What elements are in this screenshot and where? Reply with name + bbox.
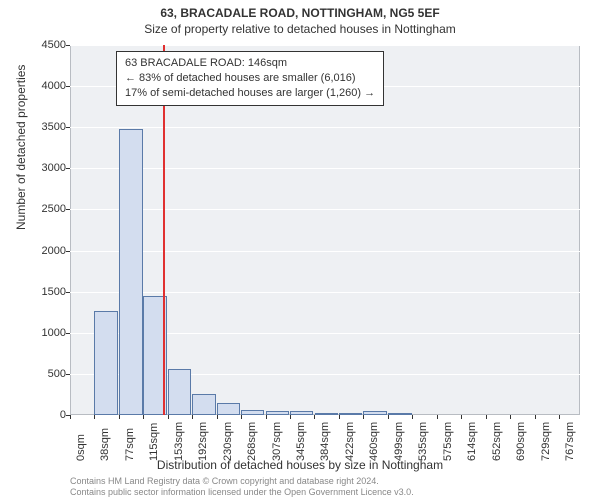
histogram-bar — [241, 410, 264, 415]
x-tick-label: 422sqm — [344, 422, 356, 461]
x-axis-label: Distribution of detached houses by size … — [0, 458, 600, 472]
x-tick-mark — [217, 415, 218, 419]
info-line-property: 63 BRACADALE ROAD: 146sqm — [125, 56, 375, 71]
x-tick-mark — [119, 415, 120, 419]
y-tick-mark — [66, 127, 70, 128]
info-line-smaller: ← 83% of detached houses are smaller (6,… — [125, 71, 375, 86]
x-tick-label: 575sqm — [442, 422, 454, 461]
x-tick-label: 535sqm — [417, 422, 429, 461]
x-tick-label: 499sqm — [393, 422, 405, 461]
property-size-chart: 63, BRACADALE ROAD, NOTTINGHAM, NG5 5EF … — [0, 0, 600, 500]
x-tick-label: 153sqm — [173, 422, 185, 461]
histogram-bar — [192, 394, 215, 415]
gridline — [70, 292, 580, 293]
x-tick-label: 652sqm — [491, 422, 503, 461]
chart-title: 63, BRACADALE ROAD, NOTTINGHAM, NG5 5EF — [0, 6, 600, 20]
histogram-bar — [315, 413, 338, 415]
attribution-text: Contains HM Land Registry data © Crown c… — [70, 476, 414, 498]
x-tick-mark — [70, 415, 71, 419]
gridline — [70, 168, 580, 169]
x-tick-mark — [535, 415, 536, 419]
y-tick-mark — [66, 45, 70, 46]
y-tick-mark — [66, 251, 70, 252]
x-tick-mark — [143, 415, 144, 419]
info-annotation-box: 63 BRACADALE ROAD: 146sqm ← 83% of detac… — [116, 51, 384, 106]
y-tick-mark — [66, 333, 70, 334]
x-tick-label: 690sqm — [515, 422, 527, 461]
plot-area: 050010001500200025003000350040004500 0sq… — [70, 45, 580, 415]
x-tick-label: 729sqm — [540, 422, 552, 461]
x-tick-mark — [486, 415, 487, 419]
histogram-bar — [339, 413, 362, 415]
gridline — [70, 127, 580, 128]
x-tick-label: 307sqm — [271, 422, 283, 461]
y-tick-label: 500 — [16, 368, 66, 380]
gridline — [70, 45, 580, 46]
y-tick-label: 3000 — [16, 162, 66, 174]
x-tick-label: 192sqm — [197, 422, 209, 461]
y-tick-label: 0 — [16, 409, 66, 421]
y-tick-label: 2500 — [16, 203, 66, 215]
y-tick-label: 1500 — [16, 286, 66, 298]
y-tick-label: 2000 — [16, 245, 66, 257]
attribution-line-2: Contains public sector information licen… — [70, 487, 414, 498]
x-tick-mark — [388, 415, 389, 419]
x-tick-mark — [461, 415, 462, 419]
y-tick-label: 4500 — [16, 39, 66, 51]
x-tick-label: 38sqm — [99, 428, 111, 461]
gridline — [70, 415, 580, 416]
x-tick-mark — [241, 415, 242, 419]
y-tick-mark — [66, 209, 70, 210]
x-tick-mark — [339, 415, 340, 419]
x-tick-mark — [437, 415, 438, 419]
x-tick-mark — [290, 415, 291, 419]
y-tick-label: 1000 — [16, 327, 66, 339]
x-tick-mark — [363, 415, 364, 419]
x-tick-label: 230sqm — [222, 422, 234, 461]
x-tick-label: 0sqm — [75, 434, 87, 461]
x-tick-label: 345sqm — [295, 422, 307, 461]
x-tick-label: 767sqm — [564, 422, 576, 461]
x-tick-label: 77sqm — [124, 428, 136, 461]
y-tick-mark — [66, 374, 70, 375]
x-tick-mark — [412, 415, 413, 419]
histogram-bar — [217, 403, 240, 415]
histogram-bar — [168, 369, 191, 415]
histogram-bar — [363, 411, 386, 415]
histogram-bar — [388, 413, 411, 415]
y-tick-label: 4000 — [16, 80, 66, 92]
y-tick-mark — [66, 168, 70, 169]
info-line-larger: 17% of semi-detached houses are larger (… — [125, 86, 375, 101]
x-tick-mark — [266, 415, 267, 419]
x-tick-mark — [559, 415, 560, 419]
gridline — [70, 251, 580, 252]
x-tick-label: 115sqm — [148, 423, 160, 461]
histogram-bar — [266, 411, 289, 415]
x-tick-mark — [314, 415, 315, 419]
attribution-line-1: Contains HM Land Registry data © Crown c… — [70, 476, 414, 487]
x-tick-mark — [192, 415, 193, 419]
gridline — [70, 209, 580, 210]
x-tick-mark — [168, 415, 169, 419]
x-tick-label: 268sqm — [246, 422, 258, 461]
x-tick-mark — [94, 415, 95, 419]
x-tick-mark — [510, 415, 511, 419]
histogram-bar — [119, 129, 142, 415]
y-tick-mark — [66, 292, 70, 293]
y-tick-mark — [66, 86, 70, 87]
histogram-bar — [94, 311, 117, 415]
x-tick-label: 460sqm — [368, 422, 380, 461]
x-tick-label: 384sqm — [319, 422, 331, 461]
y-tick-label: 3500 — [16, 121, 66, 133]
chart-subtitle: Size of property relative to detached ho… — [0, 22, 600, 36]
x-tick-label: 614sqm — [466, 422, 478, 461]
histogram-bar — [290, 411, 313, 415]
